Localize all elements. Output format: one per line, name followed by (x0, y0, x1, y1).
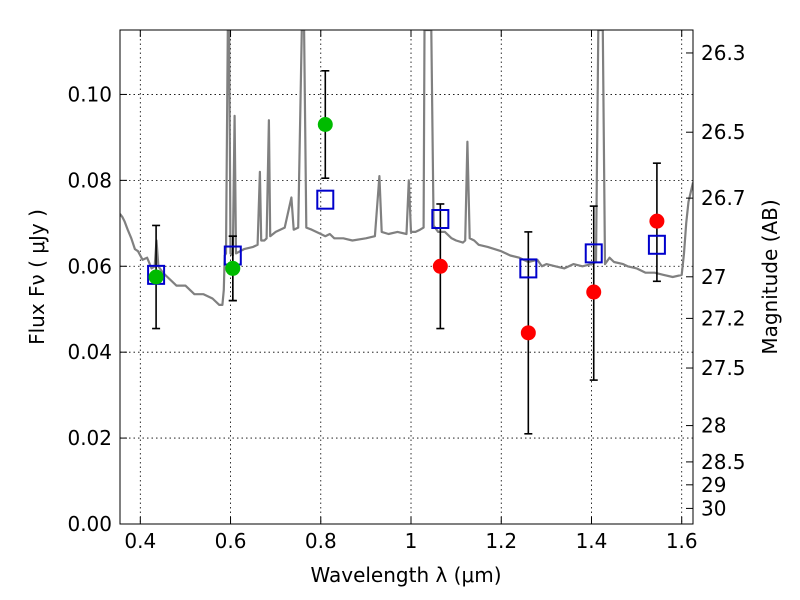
y2-tick-label: 27 (701, 265, 726, 289)
model-photometry-box (519, 258, 538, 279)
red-data-point (432, 258, 448, 274)
y2-tick-label: 26.5 (701, 120, 746, 144)
y2-tick-label: 28.5 (701, 450, 746, 474)
x-axis-label: Wavelength λ (μm) (310, 563, 501, 587)
green-data-point (148, 269, 164, 285)
red-data-point (520, 325, 536, 341)
x-tick-label: 1.2 (485, 529, 517, 553)
y-tick-label: 0.10 (67, 82, 112, 106)
y2-axis-label: Magnitude (AB) (758, 199, 782, 354)
y-tick-label: 0.00 (67, 512, 112, 536)
plot-area (120, 30, 693, 435)
model-photometry-box (316, 189, 335, 210)
y2-tick-label: 28 (701, 414, 726, 438)
grid-lines (120, 30, 693, 525)
red-data-point (649, 213, 665, 229)
plot-frame (119, 29, 694, 525)
model-photometry-box (647, 234, 666, 255)
y-axis-label: Flux Fν ( μJy ) (25, 209, 49, 345)
model-photometry-box (431, 209, 450, 230)
y-tick-label: 0.06 (67, 254, 112, 278)
axis-ticks: 0.4 0.6 0.8 1 1.2 1.4 1.6 0.00 0.02 0.04 0.06 0.08 0… (67, 30, 746, 553)
green-data-point (317, 117, 333, 133)
x-tick-label: 1.6 (666, 529, 698, 553)
model-photometry-box (584, 243, 603, 264)
x-tick-label: 0.6 (215, 529, 247, 553)
x-tick-label: 1 (405, 529, 418, 553)
red-data-point (586, 284, 602, 300)
y2-tick-label: 26.3 (701, 41, 746, 65)
y-tick-label: 0.02 (67, 426, 112, 450)
y-tick-label: 0.04 (67, 340, 112, 364)
y2-tick-label: 29 (701, 473, 726, 497)
y2-tick-label: 27.2 (701, 306, 746, 330)
y2-tick-label: 26.7 (701, 186, 746, 210)
model-spectrum-line (120, 30, 693, 306)
x-tick-label: 1.4 (576, 529, 608, 553)
y-tick-label: 0.08 (67, 168, 112, 192)
green-data-point (225, 260, 241, 276)
y2-tick-label: 30 (701, 496, 726, 520)
y2-tick-label: 27.5 (701, 356, 746, 380)
x-tick-label: 0.4 (124, 529, 156, 553)
x-tick-label: 0.8 (305, 529, 337, 553)
